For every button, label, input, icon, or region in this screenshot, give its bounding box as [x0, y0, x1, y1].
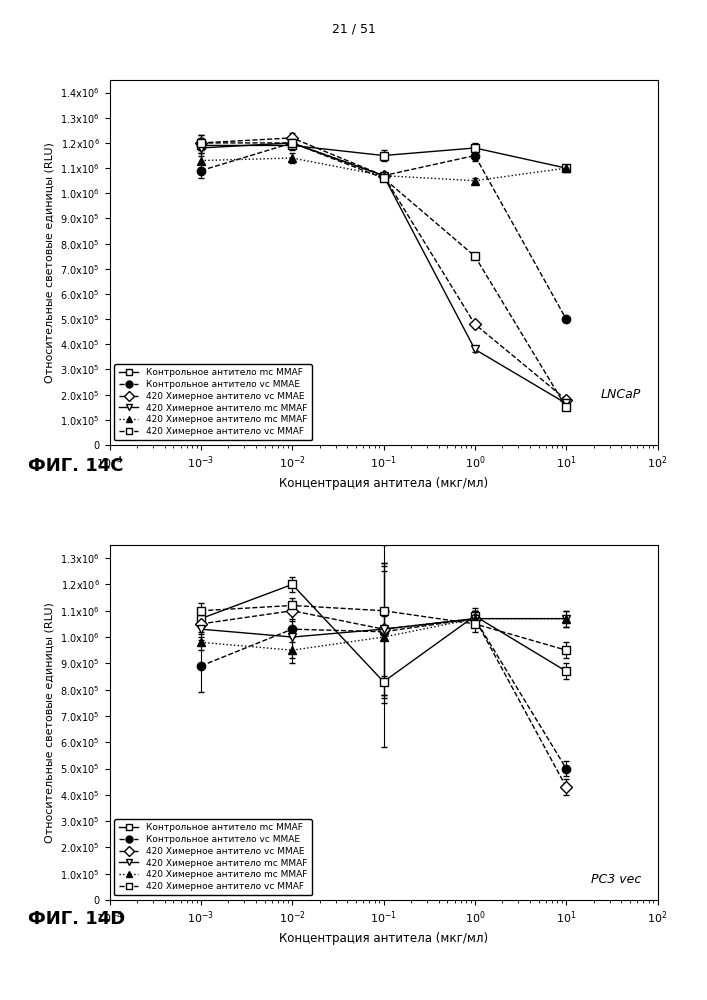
Text: ФИГ. 14D: ФИГ. 14D — [28, 910, 126, 928]
Text: LNCaP: LNCaP — [601, 388, 641, 401]
Legend: Контрольное антитело mc MMAF, Контрольное антитело vc MMAE, 420 Химерное антител: Контрольное антитело mc MMAF, Контрольно… — [114, 819, 312, 895]
X-axis label: Концентрация антитела (мкг/мл): Концентрация антитела (мкг/мл) — [279, 477, 488, 490]
Text: ФИГ. 14C: ФИГ. 14C — [28, 457, 124, 475]
X-axis label: Концентрация антитела (мкг/мл): Концентрация антитела (мкг/мл) — [279, 932, 488, 945]
Y-axis label: Относительные световые единицы (RLU): Относительные световые единицы (RLU) — [45, 142, 54, 383]
Y-axis label: Относительные световые единицы (RLU): Относительные световые единицы (RLU) — [45, 602, 54, 843]
Text: 21 / 51: 21 / 51 — [332, 22, 375, 35]
Text: PC3 vec: PC3 vec — [591, 873, 641, 886]
Legend: Контрольное антитело mc MMAF, Контрольное антитело vc MMAE, 420 Химерное антител: Контрольное антитело mc MMAF, Контрольно… — [114, 364, 312, 440]
